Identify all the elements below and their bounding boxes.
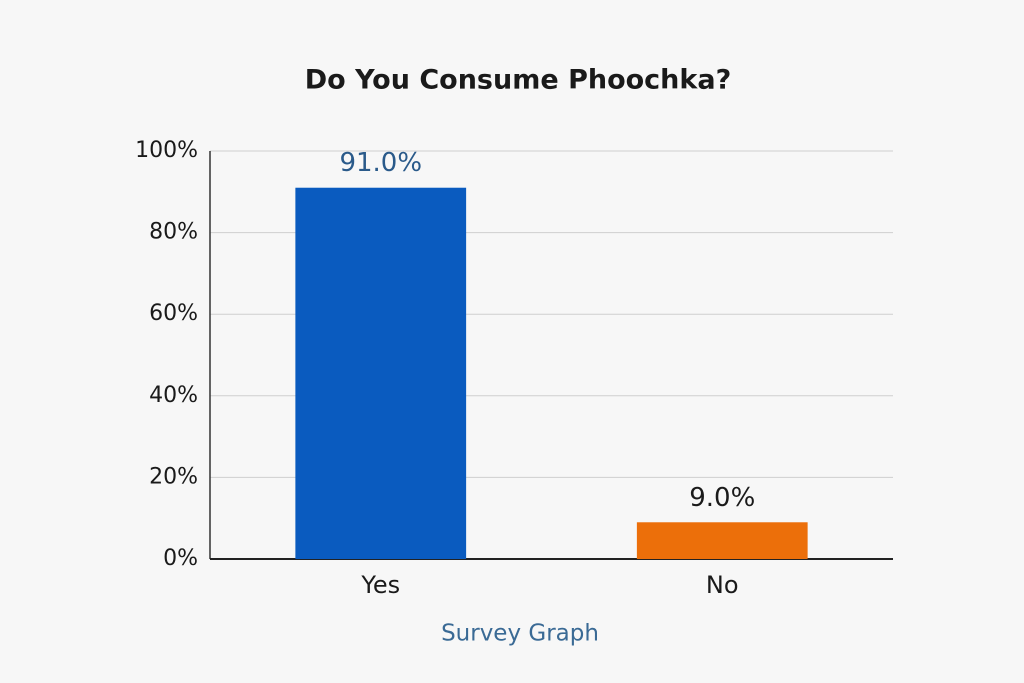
y-tick-label: 0%: [163, 546, 198, 571]
x-tick-label: No: [706, 571, 739, 599]
y-tick-label: 40%: [149, 383, 198, 408]
x-tick-label: Yes: [360, 571, 400, 599]
value-label: 9.0%: [689, 483, 755, 513]
y-tick-label: 80%: [149, 220, 198, 245]
x-axis-label: Survey Graph: [441, 621, 599, 647]
bar: [295, 187, 467, 559]
bar: [636, 522, 808, 559]
y-tick-label: 100%: [135, 138, 198, 163]
chart-title: Do You Consume Phoochka?: [305, 65, 732, 96]
value-label: 91.0%: [339, 148, 422, 178]
y-tick-label: 60%: [149, 301, 198, 326]
y-tick-label: 20%: [149, 464, 198, 489]
